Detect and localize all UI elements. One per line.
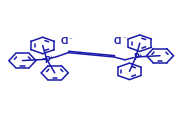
Text: P: P — [133, 53, 139, 62]
Text: Cl: Cl — [60, 37, 69, 46]
Text: ⁻: ⁻ — [123, 36, 126, 42]
Text: +: + — [48, 55, 53, 60]
Text: P: P — [44, 55, 50, 64]
Text: +: + — [138, 53, 142, 58]
Text: ⁻: ⁻ — [69, 37, 73, 43]
Text: Cl: Cl — [114, 37, 122, 46]
